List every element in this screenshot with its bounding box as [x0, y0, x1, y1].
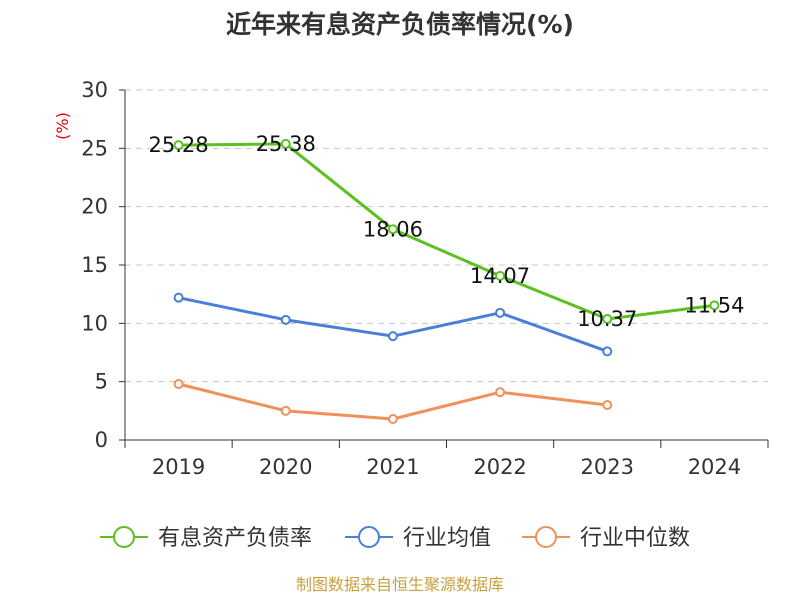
x-tick-label: 2023: [581, 455, 634, 479]
data-point: [602, 314, 613, 325]
axes: 0 5 10 15 20 25 30 2019 2020 2021 2022 2023 2024: [81, 78, 769, 479]
y-tick-label: 30: [81, 78, 108, 102]
data-label: 10.37: [577, 307, 637, 331]
data-point: [602, 400, 613, 410]
x-tick-label: 2020: [259, 455, 312, 479]
y-tick-label: 5: [95, 370, 108, 394]
data-point: [387, 331, 398, 342]
legend-marker-2: [535, 526, 557, 548]
data-label: 25.28: [149, 133, 209, 157]
source-note: 制图数据来自恒生聚源数据库: [296, 575, 504, 594]
data-label: 11.54: [684, 293, 744, 317]
legend-label-1: 行业均值: [403, 526, 491, 551]
legend: 有息资产负债率 行业均值 行业中位数: [100, 526, 690, 551]
legend-label-0: 有息资产负债率: [158, 526, 312, 551]
y-tick-label: 10: [81, 311, 108, 335]
data-labels: 25.28 25.38 18.06 14.07 10.37 11.54: [149, 132, 745, 331]
data-point: [495, 387, 506, 398]
data-point: [495, 270, 506, 281]
series-line-1: [178, 296, 608, 353]
data-point: [173, 140, 184, 151]
data-point: [173, 379, 184, 389]
legend-marker-0: [113, 526, 135, 548]
chart-title: 近年来有息资产负债率情况(%): [226, 10, 574, 39]
data-point: [280, 405, 291, 416]
data-point: [280, 314, 291, 325]
data-point: [387, 414, 398, 424]
x-tick-label: 2024: [688, 455, 741, 479]
data-label: 18.06: [363, 217, 423, 241]
y-axis-label: (%): [53, 112, 72, 140]
data-point: [495, 307, 506, 318]
y-tick-label: 15: [81, 253, 108, 277]
grid-lines: [125, 89, 768, 383]
data-point: [173, 292, 184, 303]
data-point: [602, 346, 613, 357]
series-line-2: [178, 382, 608, 421]
y-tick-label: 20: [81, 195, 108, 219]
legend-marker-1: [358, 526, 380, 548]
x-tick-label: 2022: [473, 455, 526, 479]
x-tick-label: 2021: [366, 455, 419, 479]
data-point: [280, 138, 291, 149]
data-label: 25.38: [256, 132, 316, 156]
data-point: [387, 224, 398, 235]
y-tick-label: 0: [95, 428, 108, 452]
series-line-0: [178, 142, 715, 321]
legend-label-2: 行业中位数: [580, 526, 690, 551]
series-lines: [173, 138, 720, 424]
y-tick-label: 25: [81, 136, 108, 160]
data-point: [709, 300, 720, 311]
data-label: 14.07: [470, 264, 530, 288]
x-tick-label: 2019: [152, 455, 205, 479]
